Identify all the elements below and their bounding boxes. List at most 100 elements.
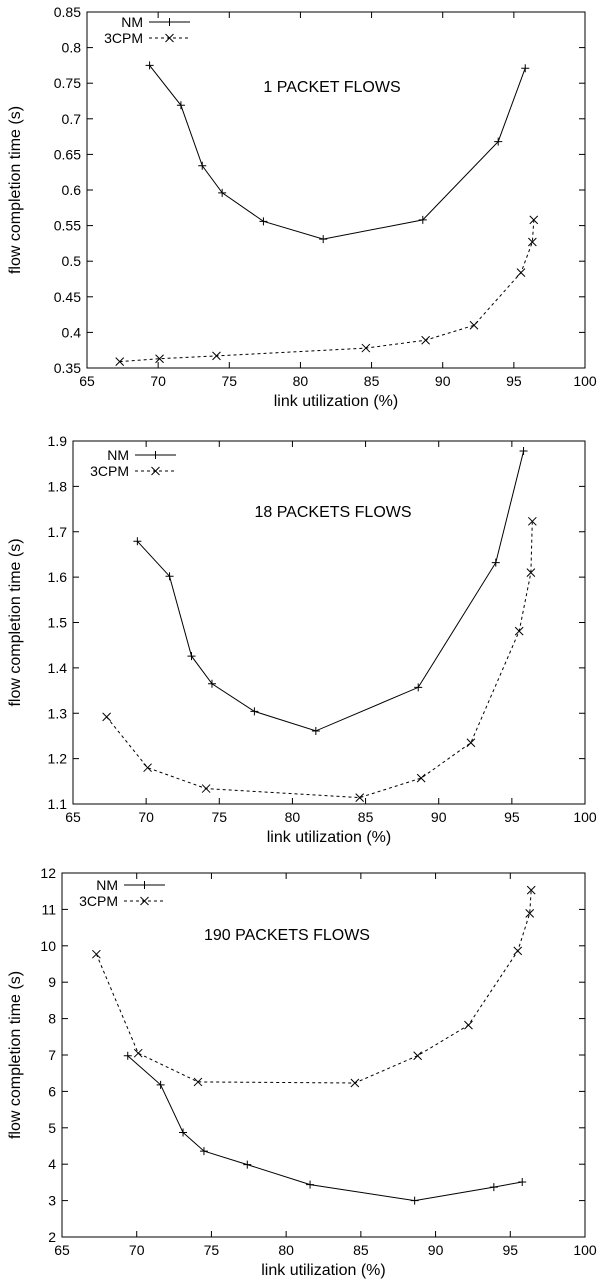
y-tick-label: 0.55 (54, 218, 81, 234)
x-tick-label: 70 (138, 809, 154, 825)
y-tick-label: 7 (48, 1047, 56, 1063)
y-tick-label: 1.4 (48, 660, 68, 676)
y-tick-label: 0.45 (54, 289, 81, 305)
x-tick-label: 70 (150, 373, 166, 389)
series-line-nm (127, 1055, 523, 1202)
data-point-3cpm (526, 568, 536, 577)
legend-marker (165, 33, 174, 43)
y-tick-label: 0.8 (62, 40, 82, 56)
y-tick-label: 1.2 (48, 751, 68, 767)
data-point-3cpm (413, 1051, 422, 1061)
data-point-nm (519, 446, 528, 455)
data-point-3cpm (102, 712, 111, 722)
data-point-nm (243, 1160, 252, 1169)
series-nm (123, 1051, 527, 1205)
y-tick-label: 1.9 (48, 433, 68, 449)
data-point-3cpm (528, 237, 537, 247)
y-tick-label: 0.7 (62, 111, 82, 127)
data-point-3cpm (115, 357, 125, 366)
data-point-3cpm (514, 626, 524, 636)
y-tick-label: 0.85 (54, 4, 81, 20)
x-tick-label: 90 (431, 809, 447, 825)
data-point-3cpm (155, 354, 164, 364)
x-tick-label: 85 (358, 809, 374, 825)
data-point-3cpm (361, 343, 371, 353)
data-point-3cpm (421, 335, 430, 345)
data-point-nm (518, 1178, 527, 1187)
chart-panel-2: 65 70 75 80 85 90 95 100 1.1 1.2 1.3 1.4 1.5 1.6 1.7 1.… (7, 433, 597, 846)
data-point-3cpm (469, 320, 479, 330)
series-3cpm (115, 215, 539, 366)
data-point-3cpm (350, 1078, 360, 1088)
x-tick-label: 65 (54, 1242, 70, 1258)
data-point-nm (414, 683, 423, 692)
legend-marker (140, 896, 149, 906)
x-tick-label: 100 (573, 373, 597, 389)
y-tick-label: 6 (48, 1083, 56, 1099)
x-tick-label: 75 (211, 809, 227, 825)
legend-label: NM (121, 14, 143, 30)
y-tick-label: 1.3 (48, 705, 68, 721)
y-axis-label: flow completion time (s) (7, 106, 24, 274)
x-tick-label: 95 (502, 1242, 518, 1258)
plot-frame (86, 11, 586, 369)
x-tick-label: 100 (573, 1242, 597, 1258)
data-point-3cpm (193, 1077, 203, 1087)
x-tick-label: 80 (293, 373, 309, 389)
data-point-nm (145, 61, 154, 70)
x-tick-label: 80 (285, 809, 301, 825)
data-point-3cpm (525, 909, 535, 918)
data-point-nm (187, 652, 196, 661)
x-tick-label: 85 (364, 373, 380, 389)
chart-annotation: 1 PACKET FLOWS (263, 79, 400, 96)
data-point-3cpm (516, 268, 526, 277)
data-point-nm (494, 137, 503, 146)
y-tick-label: 0.35 (54, 360, 81, 376)
data-point-nm (207, 679, 216, 688)
x-tick-label: 100 (573, 809, 597, 825)
y-tick-label: 9 (48, 974, 56, 990)
data-point-nm (133, 537, 142, 546)
data-point-nm (218, 188, 227, 197)
y-tick-label: 10 (40, 938, 56, 954)
data-point-nm (311, 726, 320, 735)
legend-label: 3CPM (104, 30, 143, 46)
x-tick-label: 95 (506, 373, 522, 389)
data-point-3cpm (201, 784, 211, 793)
data-point-nm (418, 215, 427, 224)
series-line-3cpm (95, 890, 532, 1084)
y-tick-label: 0.6 (62, 182, 82, 198)
series-nm (145, 61, 530, 244)
data-point-3cpm (513, 946, 523, 956)
data-point-nm (179, 1128, 188, 1137)
x-axis-label: link utilization (%) (267, 829, 391, 846)
data-point-3cpm (212, 351, 221, 361)
legend-label: NM (107, 447, 129, 463)
y-axis-label: flow completion time (s) (7, 538, 24, 706)
legend-label: 3CPM (79, 893, 118, 909)
y-tick-label: 1.8 (48, 478, 68, 494)
series-line-3cpm (106, 521, 533, 799)
data-point-nm (319, 235, 328, 244)
data-point-nm (259, 217, 268, 226)
x-tick-label: 80 (278, 1242, 294, 1258)
data-point-3cpm (143, 763, 152, 773)
x-tick-label: 85 (353, 1242, 369, 1258)
x-tick-label: 70 (129, 1242, 145, 1258)
series-line-3cpm (119, 219, 535, 363)
legend-marker (165, 18, 174, 26)
data-point-nm (489, 1183, 498, 1192)
data-point-nm (250, 707, 259, 716)
chart-panel-1: 65 70 75 80 85 90 95 100 0.35 0.4 0.45 0.5 0.55 0.6 0.… (7, 4, 597, 410)
series-3cpm (102, 516, 537, 803)
data-point-3cpm (92, 949, 101, 959)
x-axis-label: link utilization (%) (274, 393, 398, 410)
y-tick-label: 1.7 (48, 524, 68, 540)
y-tick-label: 0.5 (62, 253, 82, 269)
chart-annotation: 190 PACKETS FLOWS (204, 927, 370, 944)
data-point-nm (199, 1147, 208, 1156)
y-tick-label: 12 (40, 865, 56, 881)
y-tick-label: 1.1 (48, 796, 68, 812)
y-tick-label: 4 (48, 1156, 56, 1172)
legend-marker (151, 451, 160, 459)
